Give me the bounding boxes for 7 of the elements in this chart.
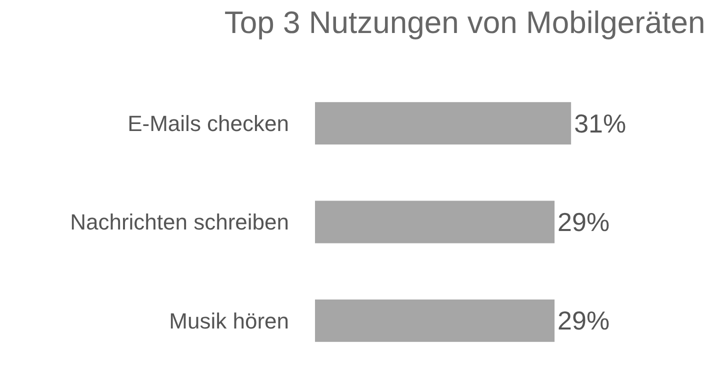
chart-title: Top 3 Nutzungen von Mobilgeräten (224, 4, 706, 40)
data-label: 31% (574, 108, 626, 138)
y-tick-label: E-Mails checken (128, 111, 289, 136)
y-tick-label: Nachrichten schreiben (70, 210, 289, 235)
y-tick-label: Musik hören (169, 308, 289, 334)
data-label: 29% (558, 207, 610, 237)
data-label: 29% (558, 306, 610, 336)
